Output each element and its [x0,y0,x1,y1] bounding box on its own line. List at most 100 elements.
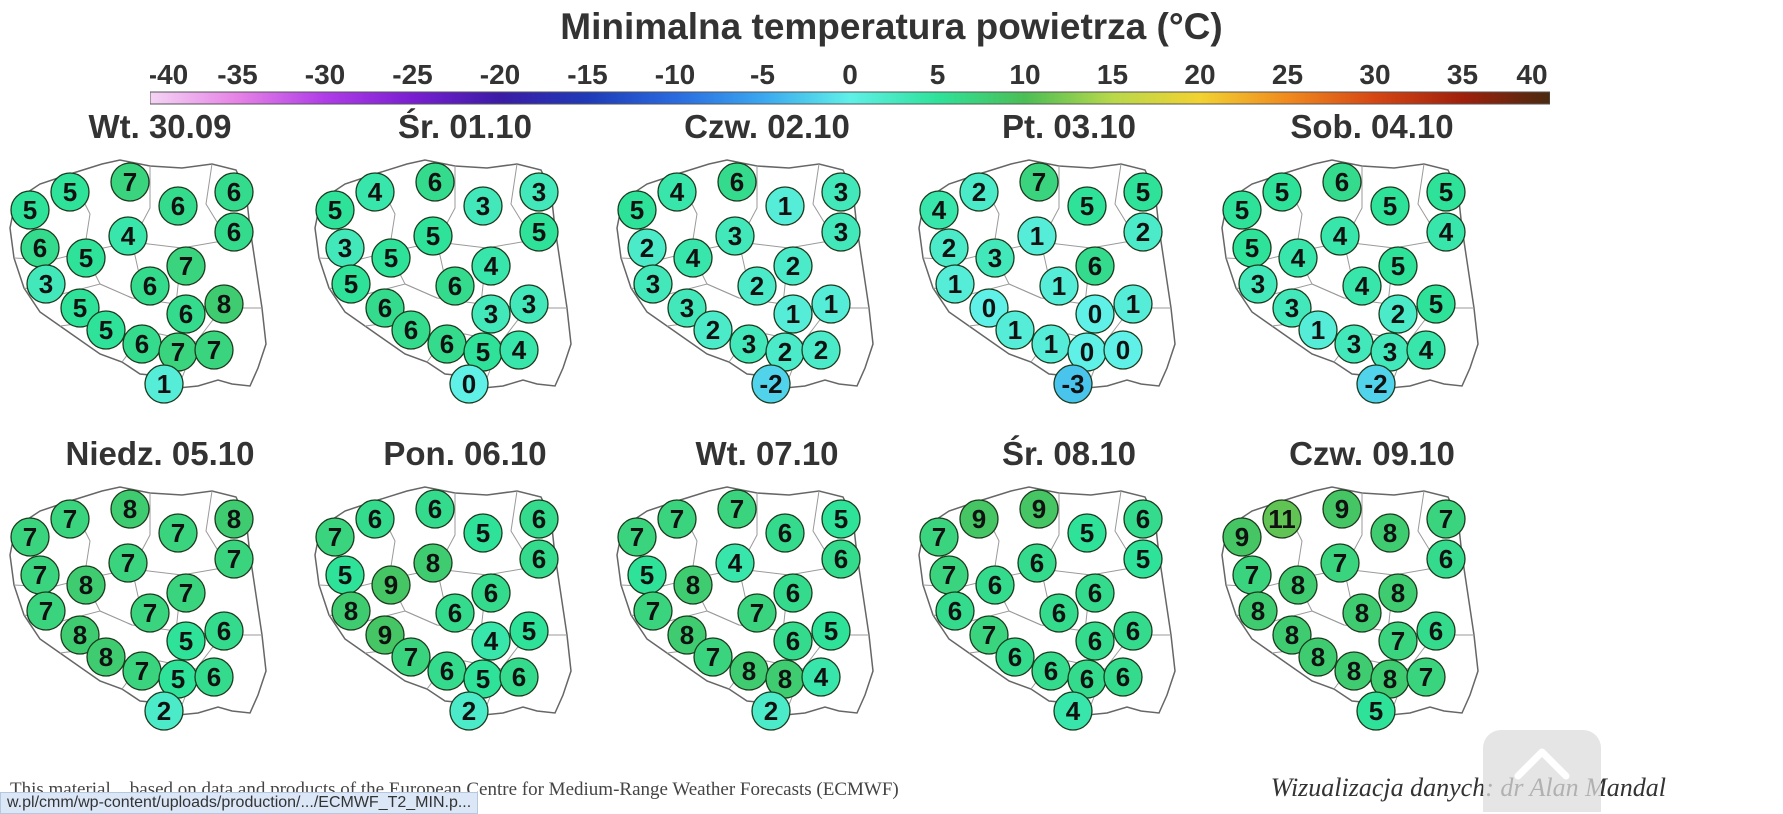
panel-date-title: Wt. 30.09 [88,108,232,145]
station-marker [1103,330,1143,370]
colorbar-tick-label: 0 [842,62,858,90]
temperature-colorbar: -40 -35 -30 -25 -20 -15 -10 -5 0 5 10 15 20 25 30 35 40 [150,62,1550,105]
station-marker [1426,172,1466,212]
station-temperature-label: 6 [1136,504,1150,534]
station-temperature-label: 3 [338,233,352,263]
station-marker [1075,573,1115,613]
station-marker [1322,162,1362,202]
panel-date-title: Śr. 01.10 [398,108,532,145]
station-temperature-label: 6 [484,578,498,608]
station-temperature-label: 4 [484,626,499,656]
station-temperature-label: 5 [1136,177,1150,207]
station-marker [365,615,405,655]
station-temperature-label: 3 [646,269,660,299]
station-temperature-label: 4 [686,243,701,273]
station-temperature-label: 6 [33,233,47,263]
station-temperature-label: 6 [1088,578,1102,608]
station-marker [371,238,411,278]
station-temperature-label: 3 [834,177,848,207]
station-marker [1019,489,1059,529]
station-marker [667,288,707,328]
station-temperature-label: 8 [680,620,694,650]
station-temperature-label: 4 [728,548,743,578]
station-marker [204,611,244,651]
station-temperature-label: 3 [1383,337,1397,367]
station-marker [821,539,861,579]
station-temperature-label: 8 [217,289,231,319]
station-temperature-label: 6 [1080,664,1094,694]
poland-map: 5 65 5 54 45 4 53 43 2 51 3 3 4-2 [1221,159,1479,404]
station-temperature-label: 5 [476,518,490,548]
station-marker [1426,212,1466,252]
station-temperature-label: 5 [384,243,398,273]
station-temperature-label: 6 [786,626,800,656]
station-marker [1378,573,1418,613]
station-temperature-label: 6 [1030,548,1044,578]
station-temperature-label: 5 [834,504,848,534]
station-temperature-label: 4 [670,177,685,207]
colorbar-tick-label: -10 [655,62,695,90]
station-temperature-label: 7 [171,337,185,367]
station-marker [801,657,841,697]
station-temperature-label: 8 [742,656,756,686]
station-marker [693,637,733,677]
station-temperature-label: 7 [328,522,342,552]
station-marker [355,499,395,539]
station-temperature-label: 6 [988,570,1002,600]
station-marker [617,517,657,557]
station-temperature-label: 9 [972,504,986,534]
station-marker [315,190,355,230]
colorbar-tick-label: -35 [217,62,257,90]
station-temperature-label: 1 [948,269,962,299]
station-temperature-label: 2 [972,177,986,207]
station-marker [1406,330,1446,370]
station-temperature-label: 6 [1044,656,1058,686]
colorbar-tick-label: -30 [305,62,345,90]
station-marker [617,190,657,230]
station-temperature-label: 5 [99,315,113,345]
scroll-to-top-button[interactable] [1483,730,1601,812]
station-temperature-label: 2 [814,335,828,365]
station-marker [499,657,539,697]
station-temperature-label: 6 [948,596,962,626]
station-temperature-label: 6 [1439,544,1453,574]
station-temperature-label: 5 [1429,289,1443,319]
station-temperature-label: 7 [179,251,193,281]
station-temperature-label: 7 [63,504,77,534]
station-temperature-label: 6 [1088,251,1102,281]
station-marker [435,266,475,306]
station-marker [1426,499,1466,539]
colorbar-tick-label: -5 [750,62,775,90]
station-marker [435,593,475,633]
station-temperature-label: 6 [143,271,157,301]
poland-map: 9 97 5 66 57 6 66 67 6 66 6 6 64 [918,486,1176,731]
station-temperature-label: 7 [121,548,135,578]
station-marker [765,513,805,553]
station-temperature-label: 2 [157,696,171,726]
station-temperature-label: 8 [79,570,93,600]
station-marker [214,212,254,252]
station-marker [969,288,1009,328]
station-marker [194,657,234,697]
station-temperature-label: 5 [328,195,342,225]
station-marker [1075,246,1115,286]
station-temperature-label: 6 [1126,616,1140,646]
station-temperature-label: 3 [532,177,546,207]
station-marker [765,186,805,226]
station-marker [509,611,549,651]
station-marker [1053,691,1093,731]
station-marker [935,264,975,304]
station-temperature-label: 1 [786,299,800,329]
station-temperature-label: 9 [378,620,392,650]
station-marker [919,190,959,230]
station-temperature-label: 3 [680,293,694,323]
station-temperature-label: 3 [742,329,756,359]
station-marker [811,611,851,651]
station-marker [86,637,126,677]
station-temperature-label: 2 [786,251,800,281]
panel-date-title: Czw. 09.10 [1289,435,1455,472]
station-temperature-label: 7 [942,560,956,590]
station-temperature-label: 1 [1052,271,1066,301]
station-marker [471,621,511,661]
station-marker [995,637,1035,677]
